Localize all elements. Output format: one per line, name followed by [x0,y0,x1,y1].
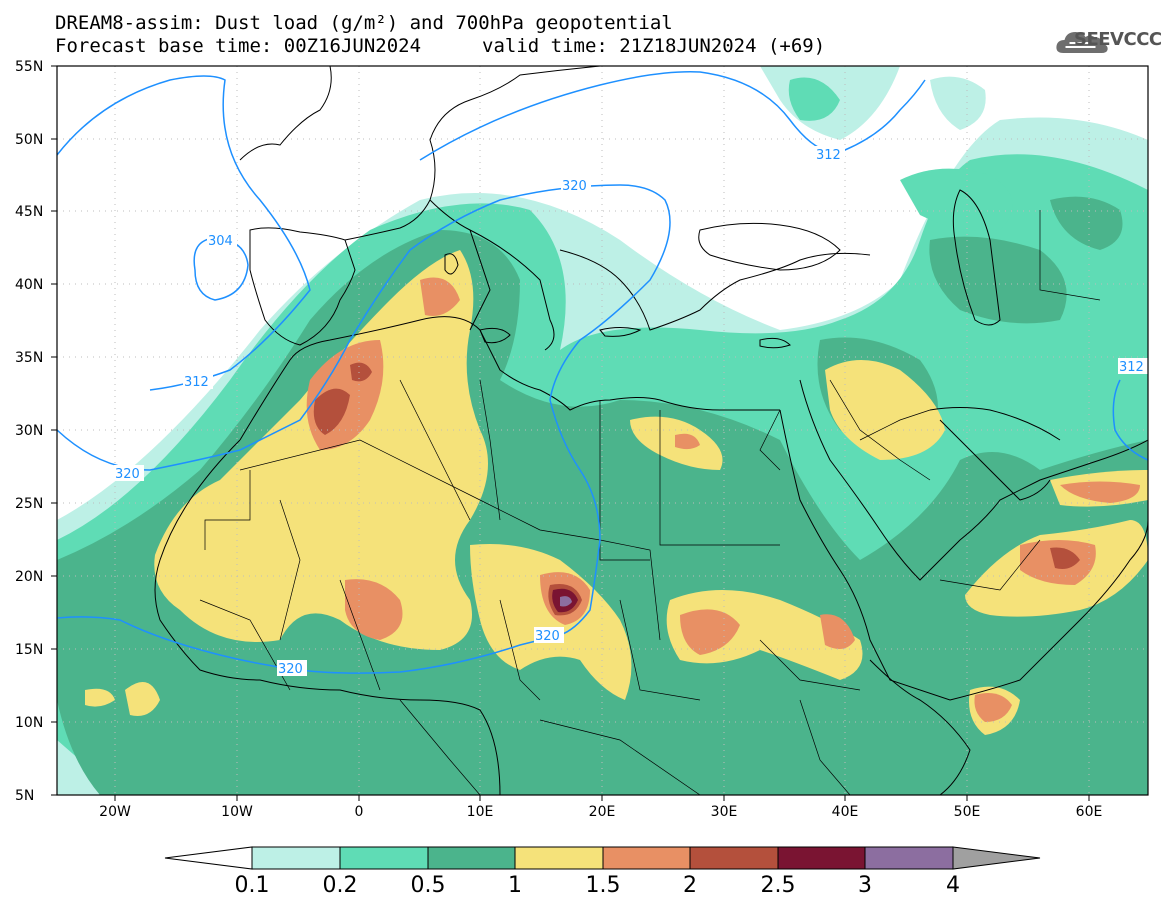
dust-band-3 [560,596,572,607]
colorbar-label-4: 4 [946,873,960,898]
forecast-base-time: Forecast base time: 00Z16JUN2024 [55,35,422,57]
lon-label-10e: 10E [467,804,494,820]
colorbar-swatch-3 [514,846,604,870]
contour-label-320-west: 320 [115,467,140,482]
axis-ticks [51,65,1090,801]
map-title: DREAM8-assim: Dust load (g/m²) and 700hP… [55,12,673,34]
contour-304 [193,237,249,301]
geopotential-contours [57,71,1148,674]
lat-label-55n: 55N [15,59,43,75]
lon-label-40e: 40E [832,804,859,820]
lon-label-30e: 30E [711,804,738,820]
lat-label-25n: 25N [15,496,43,512]
colorbar-label-0.1: 0.1 [235,873,270,898]
latitude-labels: 5N 10N 15N 20N 25N 30N 35N 40N 45N 50N 5… [15,59,43,804]
lon-label-10w: 10W [221,804,253,820]
colorbar-label-1: 1 [508,873,522,898]
lon-label-60e: 60E [1076,804,1103,820]
lat-label-15n: 15N [15,642,43,658]
lon-label-50e: 50E [954,804,981,820]
colorbar-swatch-2 [427,846,516,870]
logo-text: SEEVCCC [1074,29,1162,50]
contour-labels: 304 312 312 312 320 320 320 320 [114,146,1148,677]
contour-312-europe [419,71,926,161]
lat-label-35n: 35N [15,350,43,366]
lon-label-0: 0 [355,804,364,820]
longitude-labels: 20W 10W 0 10E 20E 30E 40E 50E 60E [99,804,1102,820]
valid-time: valid time: 21Z18JUN2024 (+69) [482,35,826,57]
colorbar-under-arrow [164,846,253,870]
lat-label-45n: 45N [15,204,43,220]
contour-label-312-east: 312 [1119,360,1144,375]
lon-label-20e: 20E [589,804,616,820]
contour-label-320-chad: 320 [535,629,560,644]
lat-label-10n: 10N [15,715,43,731]
colorbar-label-1.5: 1.5 [586,873,621,898]
lat-label-50n: 50N [15,132,43,148]
colorbar-swatch-4 [602,846,691,870]
contour-label-320-sahel: 320 [278,662,303,677]
contour-320-main [57,184,671,674]
colorbar-label-0.2: 0.2 [323,873,358,898]
contour-label-312-europe: 312 [816,148,841,163]
map-area: 304 312 312 312 320 320 320 320 [57,66,1148,795]
coastlines [154,66,1148,795]
contour-312-east [1112,379,1148,461]
colorbar-swatch-6 [777,846,866,870]
dust-band-2 [313,388,350,435]
colorbar-over-arrow [952,846,1041,870]
colorbar-swatch-1 [339,846,429,870]
colorbar-labels: 0.1 0.2 0.5 1 1.5 2 2.5 3 4 [235,873,961,898]
colorbar-swatch-5 [689,846,779,870]
colorbar-swatch-7 [864,846,954,870]
contour-label-320-europe: 320 [562,179,587,194]
lat-label-5n: 5N [15,788,34,804]
country-borders [199,210,1101,795]
colorbar-label-2.5: 2.5 [761,873,796,898]
lat-label-30n: 30N [15,423,43,439]
contour-label-304: 304 [208,234,233,249]
lat-label-40n: 40N [15,277,43,293]
contour-label-312-west: 312 [184,375,209,390]
contour-312-west [57,75,311,391]
colorbar-label-0.5: 0.5 [411,873,446,898]
lon-label-20w: 20W [99,804,131,820]
colorbar-label-2: 2 [683,873,697,898]
colorbar-label-3: 3 [858,873,872,898]
colorbar-swatch-0 [251,846,341,870]
colorbar [164,846,1041,870]
lat-label-20n: 20N [15,569,43,585]
cloud-logo-icon [1056,32,1108,53]
